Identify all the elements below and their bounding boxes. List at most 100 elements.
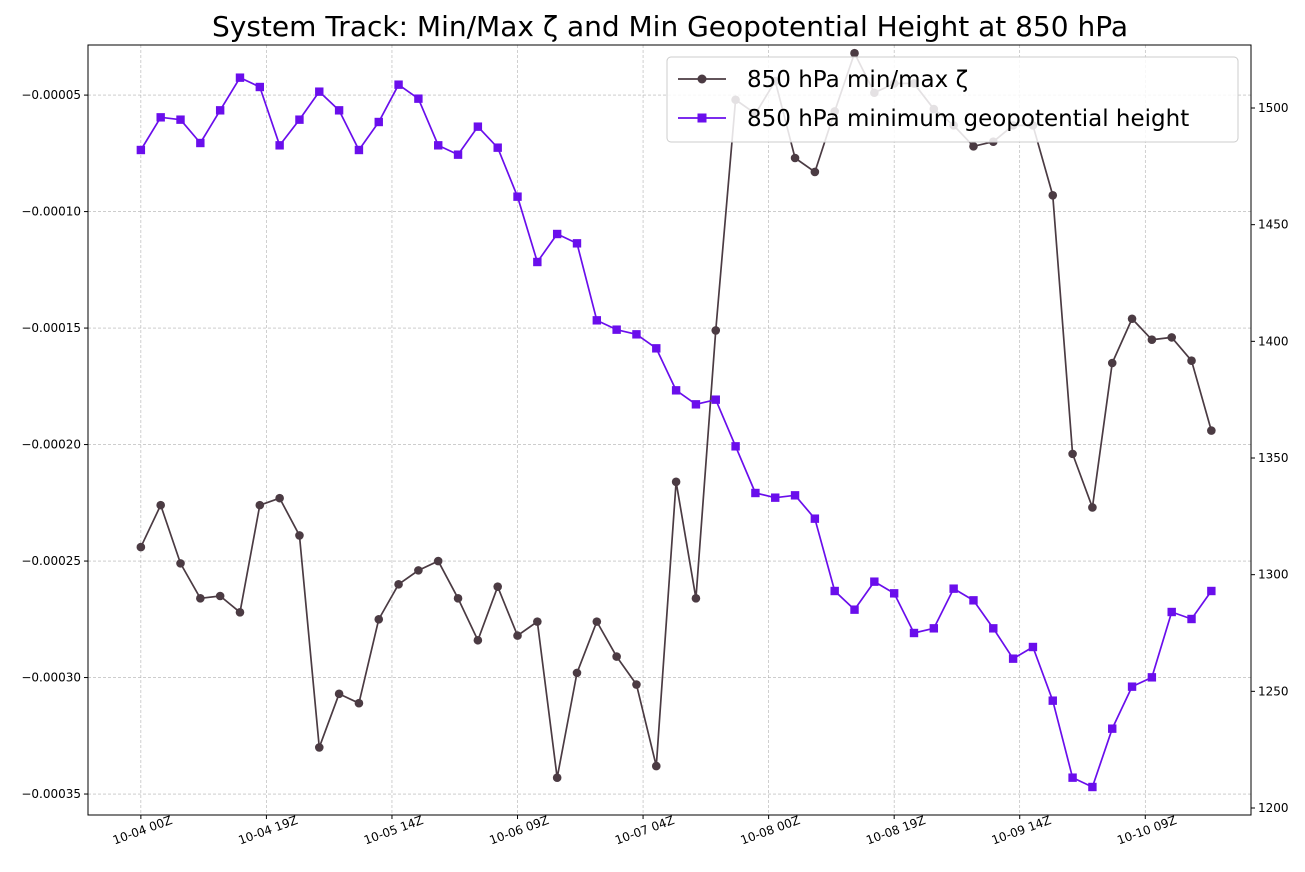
series-layer — [136, 48, 1216, 792]
data-point — [810, 514, 820, 523]
data-point — [196, 594, 205, 603]
data-point — [632, 330, 641, 339]
data-point — [1068, 449, 1077, 459]
y-tick-label-left: −0.00025 — [21, 554, 81, 568]
legend-box — [666, 56, 1239, 143]
data-point — [255, 82, 265, 92]
data-point — [433, 556, 443, 566]
data-point — [176, 115, 185, 124]
data-point — [1088, 782, 1097, 792]
data-point — [394, 80, 403, 89]
data-point — [790, 153, 800, 163]
data-point — [1068, 773, 1077, 782]
data-point — [552, 229, 562, 239]
data-point — [493, 582, 502, 591]
data-point — [751, 488, 760, 498]
data-point — [315, 87, 324, 96]
data-point — [1187, 356, 1196, 365]
data-point — [354, 698, 364, 708]
data-point — [513, 192, 522, 201]
data-point — [453, 150, 463, 159]
data-point — [552, 773, 562, 783]
data-point — [1147, 335, 1157, 345]
x-tick-label: 10-06 09Z — [488, 813, 551, 847]
data-point — [850, 48, 859, 58]
series-line — [140, 76, 1213, 788]
chart-title: System Track: Min/Max ζ and Min Geopoten… — [212, 10, 1128, 43]
data-point — [374, 614, 384, 624]
data-point — [1088, 503, 1097, 512]
data-point — [572, 239, 582, 248]
data-point — [771, 493, 780, 502]
legend-label-geopotential: 850 hPa minimum geopotential height — [747, 106, 1189, 132]
data-point — [691, 400, 701, 409]
data-point — [215, 106, 225, 115]
data-point — [196, 138, 205, 148]
data-point — [711, 326, 721, 335]
x-tick-label: 10-07 04Z — [613, 813, 676, 847]
data-point — [275, 493, 284, 503]
series-1 — [136, 73, 1216, 792]
y-tick-label-left: −0.00010 — [21, 205, 81, 219]
data-point — [1187, 614, 1196, 624]
data-point — [1127, 314, 1137, 324]
data-point — [394, 580, 403, 589]
y-tick-label-right: 1500 — [1258, 101, 1289, 115]
data-point — [414, 94, 423, 103]
data-point — [334, 689, 344, 699]
data-point — [1048, 696, 1057, 705]
data-point — [136, 542, 146, 552]
data-point — [731, 442, 740, 451]
data-point — [612, 652, 621, 661]
data-point — [1108, 724, 1117, 733]
data-point — [1207, 426, 1216, 435]
legend-label-zeta: 850 hPa min/max ζ — [747, 67, 968, 93]
data-point — [156, 500, 165, 510]
data-point — [1207, 586, 1216, 596]
data-point — [612, 325, 621, 334]
data-point — [572, 668, 582, 678]
data-point — [136, 145, 146, 155]
data-point — [434, 141, 443, 150]
y-tick-label-right: 1450 — [1258, 218, 1289, 232]
data-point — [295, 115, 304, 124]
y-tick-label-right: 1300 — [1258, 568, 1289, 582]
data-point — [691, 594, 701, 603]
data-point — [652, 344, 661, 353]
data-point — [1048, 190, 1058, 200]
data-point — [592, 617, 602, 626]
x-tick-label: 10-08 00Z — [739, 813, 802, 847]
data-point — [1167, 333, 1177, 342]
data-point — [414, 566, 423, 575]
x-tick-label: 10-10 09Z — [1115, 813, 1178, 847]
data-point — [592, 316, 602, 325]
x-tick-label: 10-05 14Z — [362, 813, 425, 847]
x-tick-label: 10-08 19Z — [864, 813, 927, 847]
data-point — [929, 624, 939, 633]
y-tick-label-left: −0.00020 — [21, 438, 81, 452]
data-point — [632, 680, 641, 689]
legend: 850 hPa min/max ζ 850 hPa minimum geopot… — [666, 56, 1239, 143]
data-point — [354, 145, 364, 155]
data-point — [275, 141, 284, 150]
data-point — [493, 143, 502, 152]
y-tick-label-right: 1350 — [1258, 451, 1289, 465]
data-point — [215, 591, 225, 601]
x-tick-label: 10-04 00Z — [111, 813, 174, 847]
y-tick-label-left: −0.00035 — [21, 787, 81, 801]
data-point — [651, 761, 661, 771]
data-point — [810, 167, 820, 177]
y-tick-label-right: 1200 — [1258, 801, 1289, 815]
data-point — [989, 624, 998, 633]
series-0 — [136, 48, 1216, 783]
data-point — [830, 586, 839, 596]
data-point — [1127, 682, 1137, 691]
data-point — [295, 531, 304, 540]
series-line — [140, 52, 1213, 779]
grid — [88, 45, 1251, 815]
y-tick-label-left: −0.00015 — [21, 321, 81, 335]
data-point — [314, 743, 324, 752]
data-point — [671, 386, 681, 395]
data-point — [1147, 673, 1157, 682]
data-point — [711, 395, 720, 404]
